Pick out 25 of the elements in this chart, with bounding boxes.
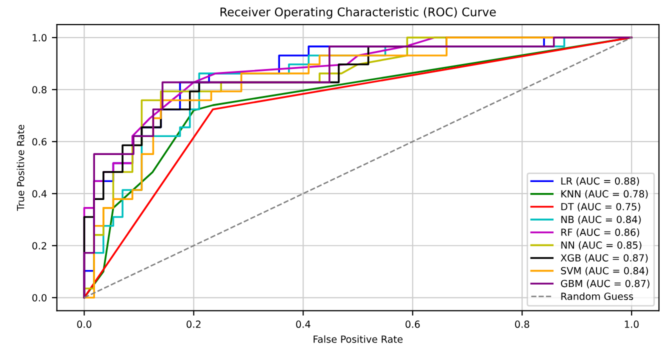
legend-label: RF (AUC = 0.86): [561, 228, 640, 238]
x-axis-title: False Positive Rate: [314, 335, 403, 343]
legend-label: DT (AUC = 0.75): [561, 202, 640, 212]
x-tick-label: 1.0: [624, 320, 639, 328]
y-tick-label: 1.0: [32, 34, 46, 42]
legend-label: Random Guess: [561, 292, 634, 300]
chart-title: Receiver Operating Characteristic (ROC) Curve: [220, 7, 496, 19]
x-tick-label: 0.4: [296, 320, 310, 328]
legend-label: GBM (AUC = 0.87): [560, 280, 650, 288]
y-tick-label: 0.0: [32, 294, 46, 302]
y-tick-label: 0.8: [32, 86, 46, 94]
x-tick-label: 0.6: [406, 320, 420, 328]
x-tick-label: 0.2: [186, 320, 200, 328]
x-tick-label: 0.0: [77, 320, 92, 328]
y-tick-label: 0.6: [32, 138, 47, 146]
y-axis-title: True Positive Rate: [16, 124, 24, 211]
y-tick-label: 0.2: [32, 242, 46, 250]
legend-label: KNN (AUC = 0.78): [561, 190, 648, 199]
legend-label: LR (AUC = 0.88): [561, 177, 639, 186]
legend-label: NB (AUC = 0.84): [561, 216, 641, 224]
legend-label: SVM (AUC = 0.84): [561, 266, 648, 276]
y-tick-label: 0.4: [32, 190, 47, 198]
x-tick-label: 0.8: [515, 320, 530, 328]
legend-label: NN (AUC = 0.85): [561, 241, 642, 250]
legend-label: XGB (AUC = 0.87): [560, 254, 648, 263]
